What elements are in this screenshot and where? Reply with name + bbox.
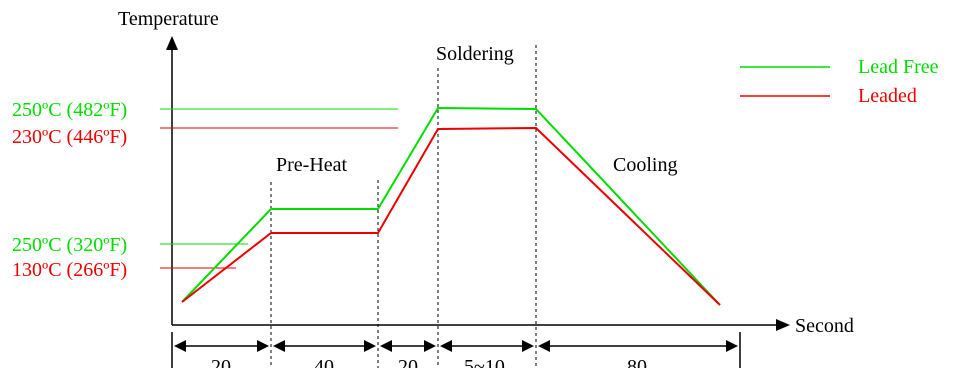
leaded-peak-label: 230ºC (446ºF) xyxy=(12,126,127,148)
lead-free-preheat-label: 250ºC (320ºF) xyxy=(12,234,127,256)
lead-free-profile-curve xyxy=(181,106,721,306)
soldering-phase-label: Soldering xyxy=(436,43,514,65)
preheat-phase-label: Pre-Heat xyxy=(276,154,348,176)
cooling-phase-label: Cooling xyxy=(613,154,677,176)
duration-label-cooling: 80 xyxy=(627,356,647,368)
lead-free-peak-label: 250ºC (482ºF) xyxy=(12,99,127,121)
leaded-profile-curve xyxy=(181,126,721,306)
x-axis-arrowhead xyxy=(776,319,790,331)
leaded-preheat-label: 130ºC (266ºF) xyxy=(12,259,127,281)
duration-label-preheat-ramp: 20 xyxy=(211,356,231,368)
duration-label-solder-ramp: 20 xyxy=(398,356,418,368)
x-axis-label: Second xyxy=(795,315,854,337)
duration-arrow-2 xyxy=(273,340,376,352)
duration-arrow-4 xyxy=(440,340,534,352)
duration-arrow-5 xyxy=(538,340,738,352)
y-axis-arrowhead xyxy=(166,36,178,50)
duration-arrow-3 xyxy=(380,340,436,352)
duration-label-preheat-soak: 40 xyxy=(314,356,334,368)
legend-lead-free-label: Lead Free xyxy=(858,56,939,78)
duration-arrow-1 xyxy=(174,340,269,352)
legend-leaded-label: Leaded xyxy=(858,85,917,107)
y-axis-label: Temperature xyxy=(118,8,219,30)
duration-label-soldering: 5~10 xyxy=(464,356,505,368)
